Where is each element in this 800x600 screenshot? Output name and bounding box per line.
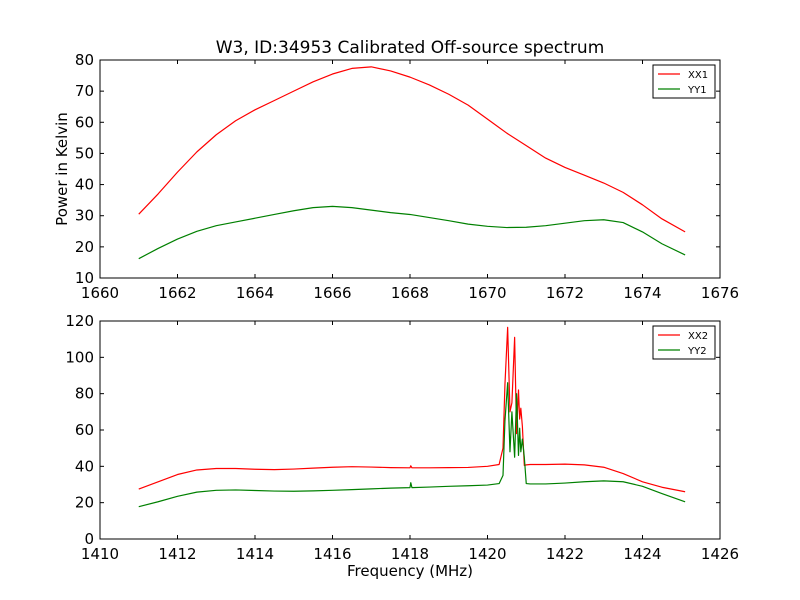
y-tick-label: 50 <box>75 144 94 162</box>
y-tick-label: 30 <box>75 207 94 225</box>
y-axis-label: Power in Kelvin <box>53 112 71 226</box>
x-tick-label: 1668 <box>391 284 429 302</box>
y-tick-label: 40 <box>75 457 94 475</box>
legend-label-yy2: YY2 <box>687 346 707 357</box>
y-tick-label: 60 <box>75 113 94 131</box>
x-tick-label: 1426 <box>701 545 739 563</box>
bottom-panel: 1410 1412 1414 1416 1418 1420 1422 1424 1426 0 20 4… <box>65 312 739 580</box>
x-tick-label: 1672 <box>546 284 584 302</box>
y-tick-label: 60 <box>75 421 94 439</box>
y-tick-label: 80 <box>75 385 94 403</box>
x-tick-label: 1670 <box>468 284 506 302</box>
legend-label-xx2: XX2 <box>688 331 708 342</box>
x-tick-label: 1420 <box>468 545 506 563</box>
y-tick-label: 100 <box>65 348 94 366</box>
y-tick-label: 120 <box>65 312 94 330</box>
x-tick-label: 1422 <box>546 545 584 563</box>
legend-box <box>652 325 716 360</box>
x-tick-label: 1412 <box>158 545 196 563</box>
y-tick-label: 20 <box>75 494 94 512</box>
series-line-xx1 <box>138 66 686 233</box>
y-tick-label: 40 <box>75 176 94 194</box>
series-line-yy2 <box>138 382 686 508</box>
legend-label-yy1: YY1 <box>687 85 707 96</box>
y-tick-label: 70 <box>75 82 94 100</box>
chart-title: W3, ID:34953 Calibrated Off-source spect… <box>216 38 605 58</box>
x-tick-label: 1416 <box>313 545 351 563</box>
x-tick-label: 1674 <box>623 284 661 302</box>
x-tick-label: 1424 <box>623 545 661 563</box>
x-tick-label: 1414 <box>236 545 274 563</box>
x-tick-label: 1676 <box>701 284 739 302</box>
legend-label-xx1: XX1 <box>688 70 708 81</box>
y-tick-label: 10 <box>75 269 94 287</box>
x-tick-label: 1410 <box>81 545 119 563</box>
y-tick-label: 80 <box>75 51 94 69</box>
y-tick-label: 20 <box>75 238 94 256</box>
x-tick-label: 1666 <box>313 284 351 302</box>
x-axis-label: Frequency (MHz) <box>347 562 473 580</box>
x-tick-label: 1418 <box>391 545 429 563</box>
x-tick-label: 1660 <box>81 284 119 302</box>
x-tick-label: 1662 <box>158 284 196 302</box>
series-line-xx2 <box>138 326 686 493</box>
y-tick-label: 0 <box>84 530 94 548</box>
legend-box <box>652 64 716 99</box>
series-line-yy1 <box>138 205 686 260</box>
top-panel: 1660 1662 1664 1666 1668 1670 1672 1674 1676 10 20… <box>53 51 739 302</box>
x-tick-label: 1664 <box>236 284 274 302</box>
